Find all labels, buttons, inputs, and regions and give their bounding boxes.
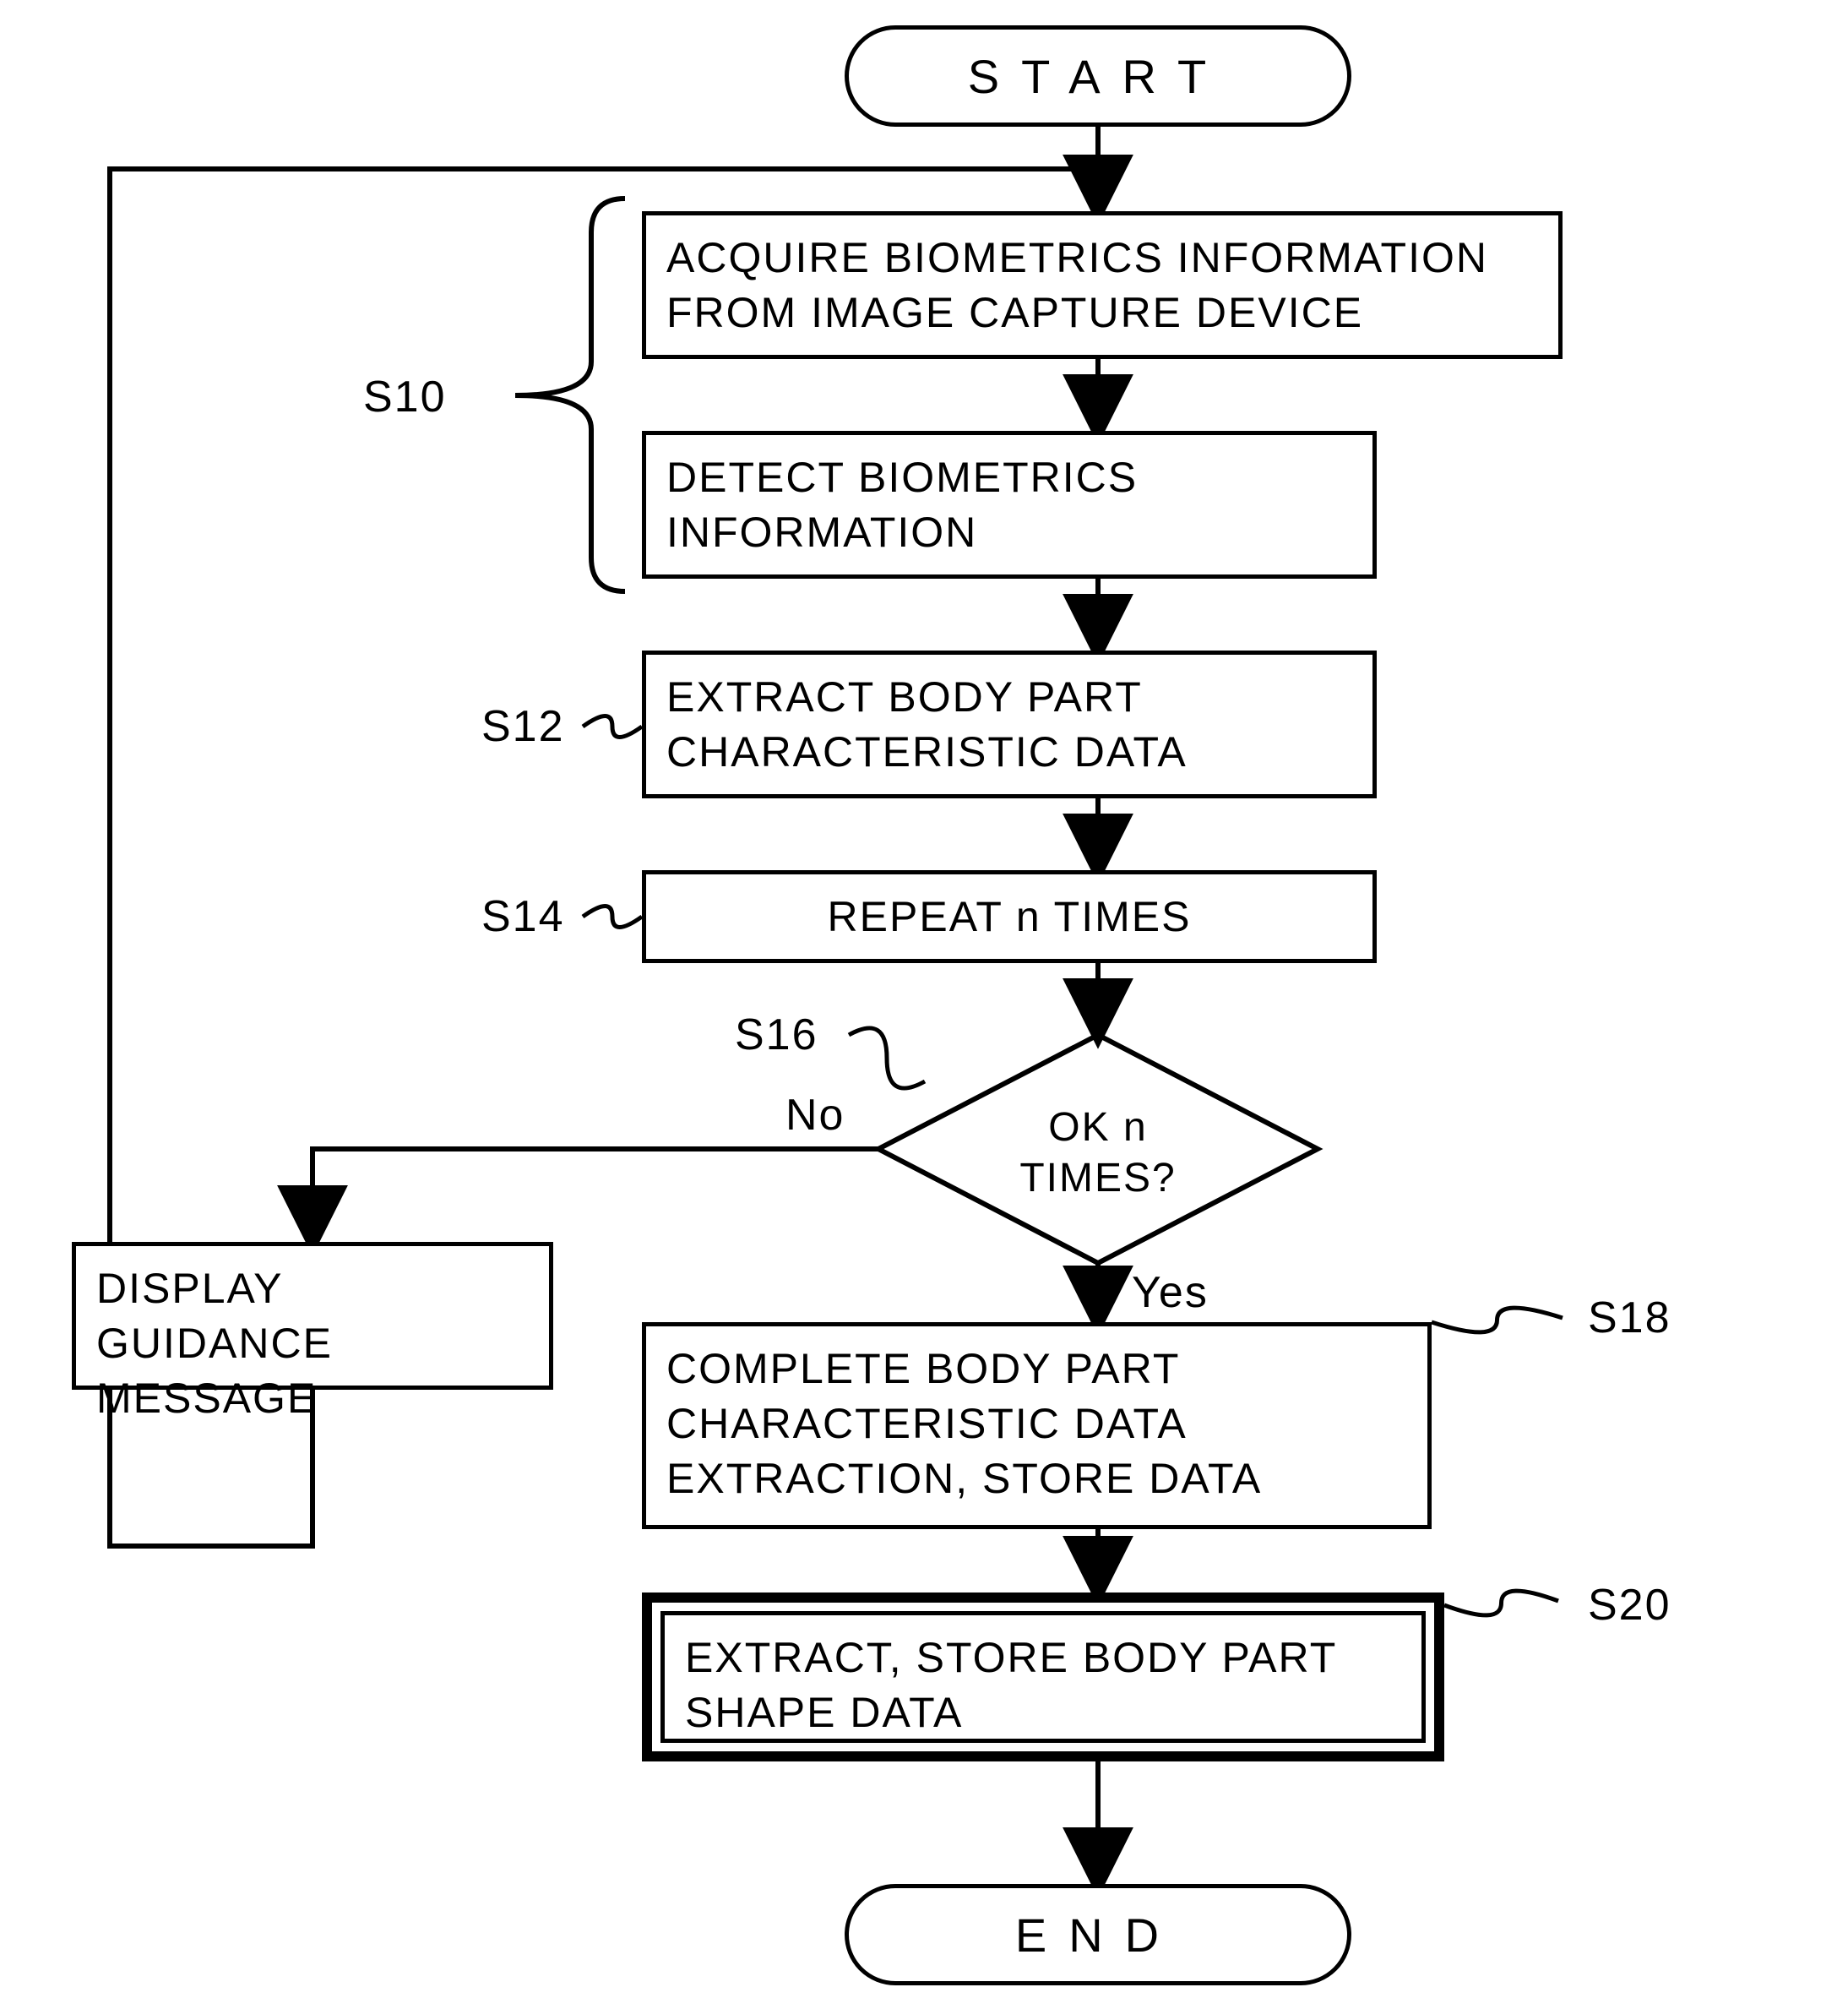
label-s20: S20	[1588, 1580, 1671, 1631]
step-s18-box: COMPLETE BODY PART CHARACTERISTIC DATA E…	[642, 1322, 1432, 1529]
label-s12: S12	[481, 701, 565, 752]
end-label: END	[1015, 1908, 1181, 1963]
label-yes: Yes	[1132, 1267, 1209, 1318]
step-s10b-text: DETECT BIOMETRICS INFORMATION	[666, 450, 1352, 560]
flowchart-canvas: START ACQUIRE BIOMETRICS INFORMATION FRO…	[0, 0, 1848, 2009]
step-s10a-box: ACQUIRE BIOMETRICS INFORMATION FROM IMAG…	[642, 211, 1563, 359]
step-s18-text: COMPLETE BODY PART CHARACTERISTIC DATA E…	[666, 1342, 1407, 1506]
step-s10b-box: DETECT BIOMETRICS INFORMATION	[642, 431, 1377, 579]
label-s16: S16	[735, 1010, 818, 1060]
step-s14-text: REPEAT n TIMES	[828, 890, 1192, 945]
step-s20-text: EXTRACT, STORE BODY PART SHAPE DATA	[685, 1631, 1401, 1740]
guidance-text: DISPLAY GUIDANCE MESSAGE	[96, 1261, 529, 1426]
end-terminal: END	[845, 1884, 1351, 1985]
label-s14: S14	[481, 891, 565, 942]
step-s20-box: EXTRACT, STORE BODY PART SHAPE DATA	[642, 1592, 1444, 1761]
start-terminal: START	[845, 25, 1351, 127]
step-s12-text: EXTRACT BODY PART CHARACTERISTIC DATA	[666, 670, 1352, 780]
label-s18: S18	[1588, 1293, 1671, 1343]
decision-s16-text: OK n TIMES?	[1014, 1102, 1182, 1204]
label-s10: S10	[363, 372, 447, 422]
step-s14-box: REPEAT n TIMES	[642, 870, 1377, 963]
guidance-box: DISPLAY GUIDANCE MESSAGE	[72, 1242, 553, 1390]
label-no: No	[785, 1090, 845, 1141]
start-label: START	[968, 49, 1228, 104]
step-s10a-text: ACQUIRE BIOMETRICS INFORMATION FROM IMAG…	[666, 231, 1538, 340]
step-s12-box: EXTRACT BODY PART CHARACTERISTIC DATA	[642, 651, 1377, 798]
